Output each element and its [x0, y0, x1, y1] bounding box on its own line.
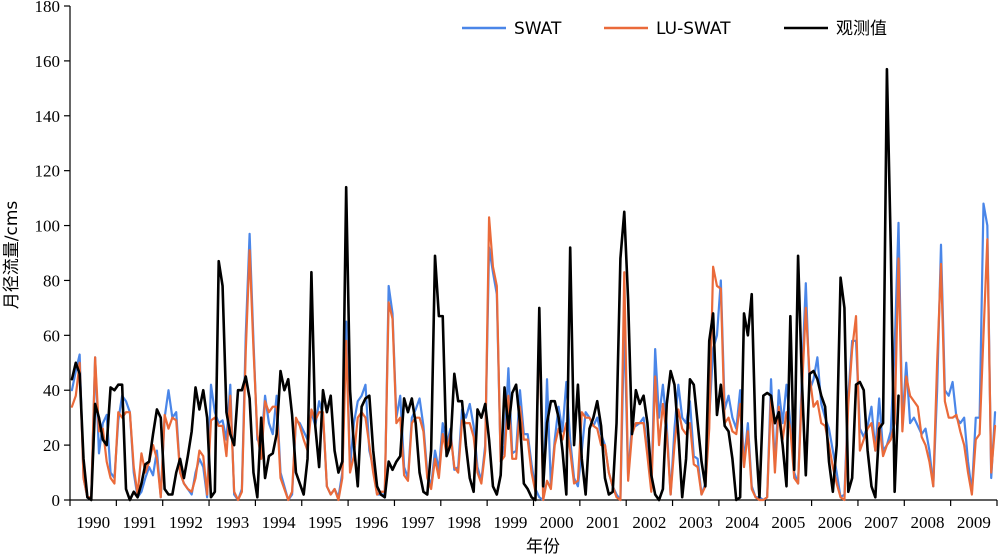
x-tick-label: 1996: [354, 513, 388, 532]
x-tick-label: 1995: [308, 513, 342, 532]
x-tick-label: 2002: [632, 513, 666, 532]
legend: SWAT LU-SWAT 观测值: [462, 19, 887, 39]
y-tick-label: 60: [43, 326, 60, 345]
x-tick-label: 2005: [771, 513, 805, 532]
x-tick-label: 1990: [76, 513, 110, 532]
x-tick-label: 1991: [123, 513, 157, 532]
y-tick-label: 100: [35, 217, 61, 236]
x-tick-label: 1999: [493, 513, 527, 532]
y-tick-label: 40: [43, 381, 60, 400]
legend-label: SWAT: [514, 19, 562, 39]
series-line-lu-swat: [70, 216, 997, 502]
x-tick-label: 1998: [447, 513, 481, 532]
x-tick-label: 1994: [262, 513, 297, 532]
y-tick-label: 160: [35, 52, 61, 71]
legend-label: 观测值: [836, 19, 887, 39]
x-tick-label: 2001: [586, 513, 620, 532]
y-tick-label: 80: [43, 271, 60, 290]
y-tick-label: 0: [52, 491, 61, 510]
y-tick-label: 140: [35, 107, 61, 126]
x-tick-label: 1997: [401, 513, 436, 532]
x-tick-label: 2003: [679, 513, 713, 532]
x-tick-label: 1992: [169, 513, 203, 532]
y-axis: 0 20 40 60 80 100 120 140 160 180: [35, 0, 71, 510]
x-tick-label: 2007: [864, 513, 899, 532]
x-tick-label: 1993: [215, 513, 249, 532]
y-tick-label: 20: [43, 436, 60, 455]
y-tick-label: 120: [35, 162, 61, 181]
y-axis-title: 月径流量/cms: [2, 201, 22, 310]
series-line-observed: [70, 67, 900, 502]
x-axis: 1990 1991 1992 1993 1994 1995 1996 1997 1998 1999…: [69, 499, 998, 532]
x-axis-title: 年份: [526, 537, 560, 557]
x-tick-label: 2004: [725, 513, 760, 532]
x-tick-label: 2009: [957, 513, 991, 532]
x-tick-label: 2000: [540, 513, 574, 532]
legend-label: LU-SWAT: [656, 19, 731, 39]
x-tick-label: 2008: [910, 513, 944, 532]
y-tick-label: 180: [35, 0, 61, 16]
x-tick-label: 2006: [818, 513, 852, 532]
series-layer: [70, 67, 997, 502]
